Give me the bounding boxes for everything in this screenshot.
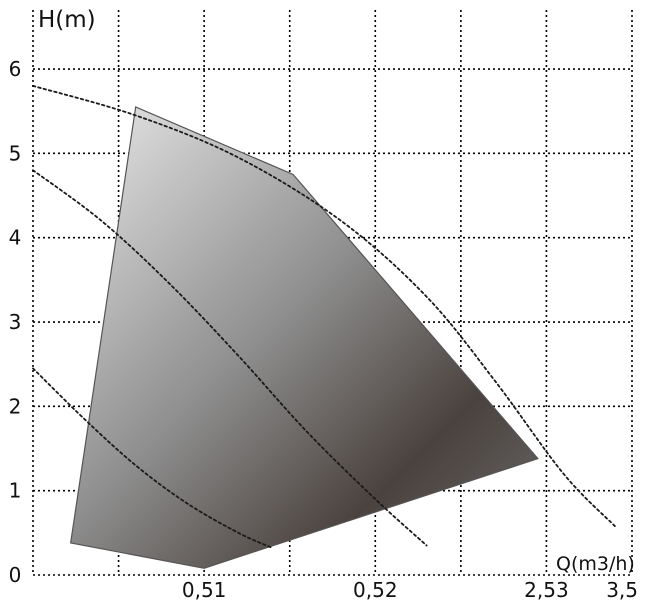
- x-tick-label: 2,53: [524, 578, 569, 602]
- operating-envelope-region: [69, 106, 539, 569]
- x-axis-label: Q(m3/h): [556, 553, 635, 575]
- curve-1: [32, 367, 274, 549]
- curve-layer: [32, 84, 616, 549]
- y-tick-label: 2: [9, 394, 22, 418]
- operating-envelope-layer: [69, 106, 539, 569]
- y-tick-label: 5: [9, 141, 22, 165]
- y-tick-label: 3: [9, 310, 22, 334]
- y-tick-label: 6: [9, 57, 22, 81]
- y-axis-label: H(m): [38, 7, 96, 33]
- x-tick-label: 3,5: [606, 578, 638, 602]
- curve-3: [32, 84, 616, 527]
- curve-2: [32, 169, 428, 547]
- x-tick-label: 0,51: [182, 578, 227, 602]
- y-tick-label: 1: [9, 479, 22, 503]
- x-tick-labels: 0,51 0,52 2,53 3,5: [182, 578, 638, 602]
- y-tick-labels: 0 1 2 3 4 5 6: [9, 57, 22, 587]
- y-tick-label: 0: [9, 563, 22, 587]
- axes: [32, 10, 632, 576]
- y-tick-label: 4: [9, 226, 22, 250]
- x-tick-label: 0,52: [353, 578, 398, 602]
